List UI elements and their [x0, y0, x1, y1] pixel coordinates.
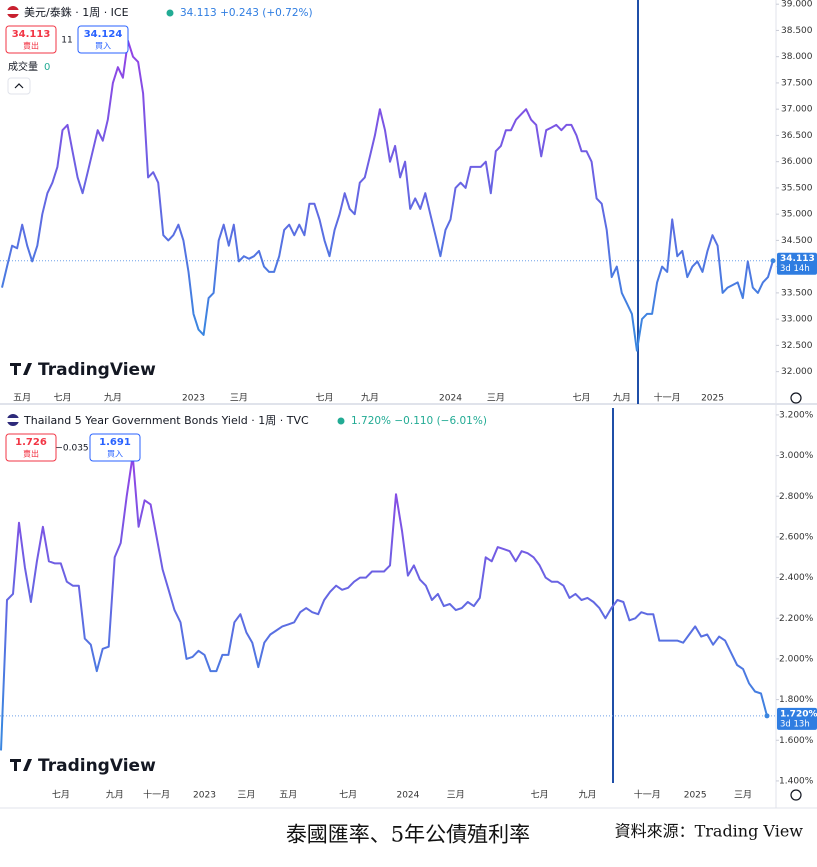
x-tick-label: 九月	[578, 790, 596, 801]
x-tick-label: 三月	[230, 393, 248, 404]
y-tick-label: 3.000%	[779, 451, 814, 461]
x-tick-label: 2024	[396, 791, 419, 801]
symbol-title: Thailand 5 Year Government Bonds Yield ·…	[23, 414, 309, 427]
x-tick-label: 七月	[52, 790, 70, 801]
y-tick-label: 38.500	[781, 26, 813, 36]
y-tick-label: 34.500	[781, 236, 813, 246]
y-tick-label: 37.500	[781, 78, 813, 88]
sell-label: 賣出	[23, 41, 39, 51]
last-point	[764, 713, 770, 719]
y-tick-label: 32.500	[781, 341, 813, 351]
countdown: 3d 14h	[780, 264, 810, 274]
x-tick-label: 三月	[237, 790, 255, 801]
y-tick-label: 33.500	[781, 288, 813, 298]
source: 資料來源：Trading View	[615, 822, 804, 841]
sell-box	[5, 25, 57, 54]
flag-stripe	[7, 10, 19, 14]
settings-icon	[790, 789, 802, 801]
y-tick-label: 3.200%	[779, 410, 814, 420]
x-tick-label: 七月	[531, 790, 549, 801]
x-tick-label: 2023	[193, 791, 216, 801]
status-dot	[337, 417, 345, 425]
x-tick-label: 五月	[13, 393, 31, 404]
sell-label: 賣出	[23, 449, 39, 459]
buy-box	[77, 25, 129, 54]
settings-icon	[790, 392, 802, 404]
volume-label: 成交量	[8, 60, 38, 73]
sell-price: 1.726	[15, 437, 47, 448]
price-series	[1, 39, 774, 352]
x-tick-label: 七月	[316, 393, 334, 404]
collapse-button	[7, 77, 31, 95]
watermark: TradingView	[38, 756, 156, 776]
x-tick-label: 三月	[487, 393, 505, 404]
y-tick-label: 1.400%	[779, 776, 814, 786]
buy-price: 34.124	[84, 29, 123, 40]
x-tick-label: 十一月	[143, 789, 170, 801]
sell-box	[5, 433, 57, 462]
x-tick-label: 七月	[339, 790, 357, 801]
spread: 11	[61, 36, 72, 46]
price-series	[0, 454, 768, 751]
quote: 34.113 +0.243 (+0.72%)	[180, 7, 313, 19]
y-tick-label: 37.000	[781, 105, 813, 115]
y-tick-label: 1.600%	[779, 736, 814, 746]
x-tick-label: 2025	[684, 791, 707, 801]
y-tick-label: 32.000	[781, 367, 813, 377]
x-tick-label: 九月	[361, 393, 379, 404]
x-tick-label: 十一月	[654, 392, 681, 404]
flag-stripe	[7, 418, 19, 422]
y-tick-label: 36.500	[781, 131, 813, 141]
status-dot	[166, 9, 174, 17]
countdown: 3d 13h	[780, 719, 810, 729]
collapse-icon	[14, 83, 24, 89]
last-label: 34.113	[780, 254, 815, 264]
y-tick-label: 1.800%	[779, 695, 814, 705]
x-tick-label: 2025	[701, 394, 724, 404]
x-tick-label: 2023	[182, 394, 205, 404]
x-tick-label: 五月	[279, 790, 297, 801]
x-tick-label: 十一月	[634, 789, 661, 801]
quote: 1.720% −0.110 (−6.01%)	[351, 415, 487, 427]
y-tick-label: 2.800%	[779, 492, 814, 502]
last-label: 1.720%	[780, 709, 817, 719]
buy-label: 買入	[95, 42, 111, 51]
y-tick-label: 2.600%	[779, 532, 814, 542]
x-tick-label: 2024	[439, 394, 462, 404]
last-point	[770, 258, 776, 264]
sell-price: 34.113	[12, 29, 51, 40]
y-tick-label: 2.000%	[779, 654, 814, 664]
buy-box	[89, 433, 141, 462]
spread: −0.035	[55, 444, 88, 454]
caption: 泰國匯率、5年公債殖利率	[286, 823, 530, 847]
y-tick-label: 35.500	[781, 183, 813, 193]
logo-mark	[10, 363, 32, 375]
x-tick-label: 九月	[613, 393, 631, 404]
last-label-box	[777, 707, 817, 730]
y-tick-label: 39.000	[781, 0, 813, 10]
buy-price: 1.691	[99, 437, 131, 448]
y-tick-label: 2.200%	[779, 614, 814, 624]
x-tick-label: 七月	[573, 393, 591, 404]
y-tick-label: 36.000	[781, 157, 813, 167]
y-tick-label: 38.000	[781, 52, 813, 62]
logo-mark	[10, 759, 32, 771]
y-tick-label: 35.000	[781, 210, 813, 220]
x-tick-label: 三月	[734, 790, 752, 801]
x-tick-label: 七月	[53, 393, 71, 404]
x-tick-label: 九月	[106, 790, 124, 801]
y-tick-label: 33.000	[781, 315, 813, 325]
y-tick-label: 2.400%	[779, 573, 814, 583]
buy-label: 買入	[107, 450, 123, 459]
last-label-box	[777, 252, 817, 275]
x-tick-label: 九月	[104, 393, 122, 404]
volume: 0	[44, 62, 50, 73]
x-tick-label: 三月	[447, 790, 465, 801]
watermark: TradingView	[38, 360, 156, 380]
symbol-title: 美元/泰銖 · 1周 · ICE	[24, 5, 129, 19]
